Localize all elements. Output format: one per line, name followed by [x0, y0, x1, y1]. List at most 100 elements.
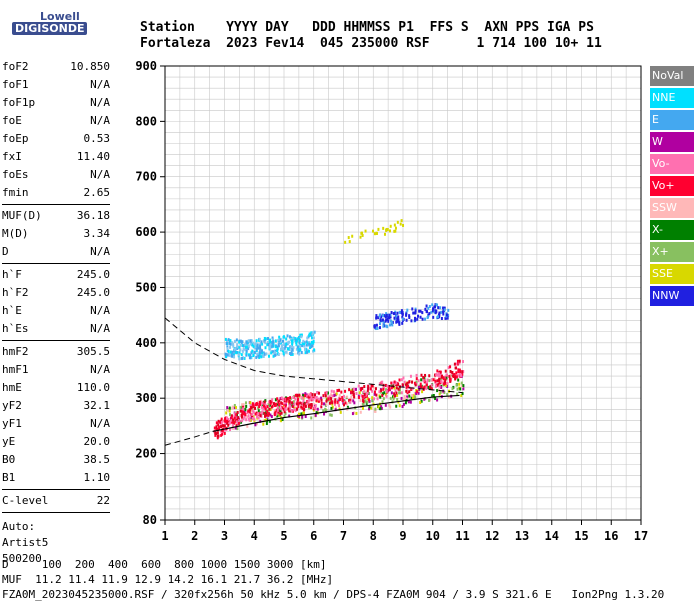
x-trace-point	[276, 414, 279, 418]
e-trace-point	[235, 338, 238, 342]
o-trace-point	[367, 385, 370, 389]
o-trace-point	[338, 397, 341, 401]
nnw-point	[388, 316, 391, 320]
o-trace-point	[425, 381, 428, 385]
o-trace-point	[370, 384, 373, 388]
o-trace-point	[302, 399, 305, 403]
o-trace-point	[406, 391, 409, 395]
e-trace-point	[250, 339, 253, 343]
param-value: N/A	[90, 168, 110, 181]
o-trace-point	[444, 377, 447, 381]
o-trace-point	[325, 399, 328, 403]
o-trace-point	[385, 389, 388, 393]
nnw-point	[412, 311, 415, 315]
e-trace-point	[224, 337, 227, 341]
e-trace-point	[249, 353, 252, 357]
x-trace-point	[279, 409, 282, 413]
x-trace-point	[398, 388, 401, 392]
o-trace-point	[363, 392, 366, 396]
o-trace-point	[301, 406, 304, 410]
x-trace-point	[246, 424, 249, 428]
o-trace-point	[334, 398, 337, 402]
x-tick-label: 4	[251, 529, 258, 543]
x-trace-point	[255, 422, 258, 426]
x-trace-point	[446, 392, 449, 396]
y-tick-label: 80	[143, 513, 157, 527]
nnw-point	[428, 312, 431, 316]
o-trace-point	[308, 395, 311, 399]
x-tick-label: 5	[280, 529, 287, 543]
x-trace-point	[436, 389, 439, 393]
o-trace-point	[340, 390, 343, 394]
x-trace-point	[456, 387, 459, 391]
x-trace-point	[354, 387, 357, 391]
e-trace-point	[269, 340, 272, 344]
o-trace-point	[437, 372, 440, 376]
o-trace-point	[457, 368, 460, 372]
x-trace-point	[302, 396, 305, 400]
o-trace-point	[251, 417, 254, 421]
param-row-ye: yE 20.0	[2, 433, 110, 451]
e-trace-point	[249, 356, 252, 360]
x-trace-point	[460, 381, 463, 385]
sse-point	[382, 226, 385, 230]
o-trace-point	[361, 386, 364, 390]
o-trace-point	[430, 387, 433, 391]
param-value: N/A	[90, 417, 110, 430]
o-trace-point	[330, 397, 333, 401]
x-trace-point	[405, 397, 408, 401]
o-trace-point	[349, 398, 352, 402]
x-trace-point	[382, 397, 385, 401]
o-trace-point	[283, 399, 286, 403]
param-value: N/A	[90, 363, 110, 376]
e-trace-point	[245, 341, 248, 345]
x-tick-label: 7	[340, 529, 347, 543]
e-trace-point	[290, 351, 293, 355]
e-trace-point	[249, 339, 252, 343]
o-trace-point	[411, 380, 414, 384]
x-tick-label: 8	[370, 529, 377, 543]
param-name: C-level	[2, 494, 49, 507]
param-separator	[2, 204, 110, 205]
e-trace-point	[262, 339, 265, 343]
x-trace-point	[431, 394, 434, 398]
o-trace-point	[236, 422, 239, 426]
o-trace-point	[258, 412, 261, 416]
e-trace-point	[275, 353, 278, 357]
x-trace-point	[241, 405, 244, 409]
nnw-point	[440, 310, 443, 314]
nnw-point	[385, 313, 388, 317]
o-trace-point	[366, 391, 369, 395]
o-trace-point	[425, 383, 428, 387]
o-trace-point	[263, 400, 266, 404]
e-trace-point	[304, 351, 307, 355]
o-trace-point	[304, 394, 307, 398]
o-trace-point	[435, 373, 438, 377]
nnw-point	[436, 303, 439, 307]
x-trace-point	[418, 388, 421, 392]
param-value: 20.0	[83, 435, 111, 448]
nnw-point	[401, 310, 404, 314]
e-trace-point	[258, 351, 261, 355]
x-trace-point	[389, 396, 392, 400]
o-trace-point	[457, 361, 460, 365]
x-tick-label: 11	[455, 529, 469, 543]
nnw-point	[437, 313, 440, 317]
e-trace-point	[253, 350, 256, 354]
e-trace-point	[312, 349, 315, 353]
o-trace-point	[214, 433, 217, 437]
x-trace-point	[337, 399, 340, 403]
o-trace-point	[215, 421, 218, 425]
x-trace-point	[411, 394, 414, 398]
o-trace-point	[215, 425, 218, 429]
o-trace-point	[426, 378, 429, 382]
auto-line3: 500200	[2, 552, 42, 565]
e-trace-point	[285, 342, 288, 346]
e-trace-point	[305, 343, 308, 347]
param-value: 3.34	[83, 227, 111, 240]
param-name: h`Es	[2, 322, 29, 335]
x-trace-point	[292, 400, 295, 404]
e-trace-point	[307, 349, 310, 353]
o-trace-point	[328, 395, 331, 399]
